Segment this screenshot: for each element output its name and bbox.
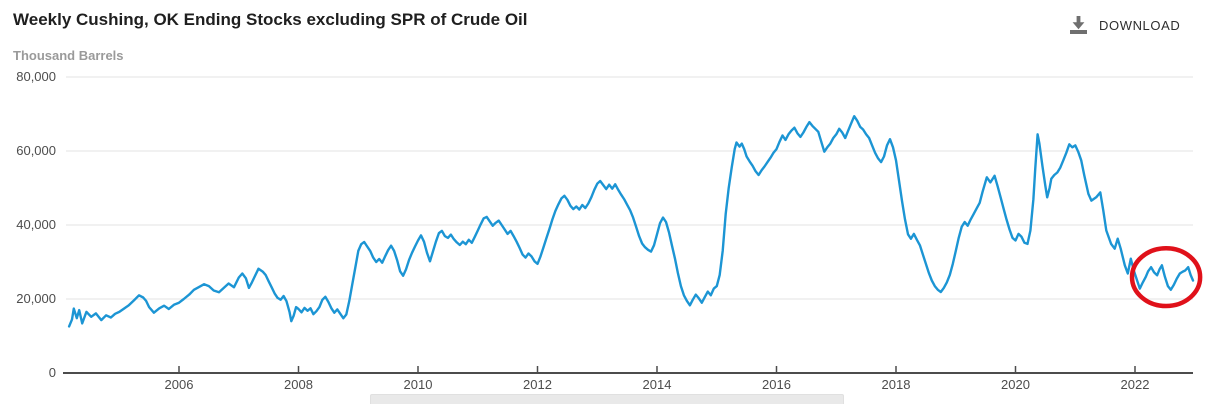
x-axis-label: 2022 xyxy=(1120,377,1150,392)
download-button[interactable]: DOWNLOAD xyxy=(1068,14,1180,36)
x-axis-label: 2008 xyxy=(284,377,313,392)
y-axis-label: 0 xyxy=(48,365,56,380)
x-axis-label: 2020 xyxy=(1001,377,1030,392)
data-series-line xyxy=(67,114,1195,328)
y-axis-label: 60,000 xyxy=(16,143,56,158)
y-axis-label: 20,000 xyxy=(16,291,56,306)
download-icon xyxy=(1070,16,1087,34)
download-label: DOWNLOAD xyxy=(1099,17,1181,33)
highlight-circle-annotation xyxy=(1129,246,1203,309)
x-axis-label: 2006 xyxy=(164,377,194,392)
y-axis-unit-label: Thousand Barrels xyxy=(13,48,124,63)
y-axis-label: 40,000 xyxy=(16,217,56,232)
page-title: Weekly Cushing, OK Ending Stocks excludi… xyxy=(13,10,528,29)
x-axis-label: 2010 xyxy=(403,377,433,392)
scrollbar-thumb[interactable] xyxy=(370,394,844,404)
y-axis-label: 80,000 xyxy=(16,69,56,84)
x-axis-label: 2016 xyxy=(762,377,791,392)
x-axis-label: 2012 xyxy=(523,377,552,392)
x-axis-label: 2014 xyxy=(642,377,672,392)
x-axis-label: 2018 xyxy=(881,377,911,392)
